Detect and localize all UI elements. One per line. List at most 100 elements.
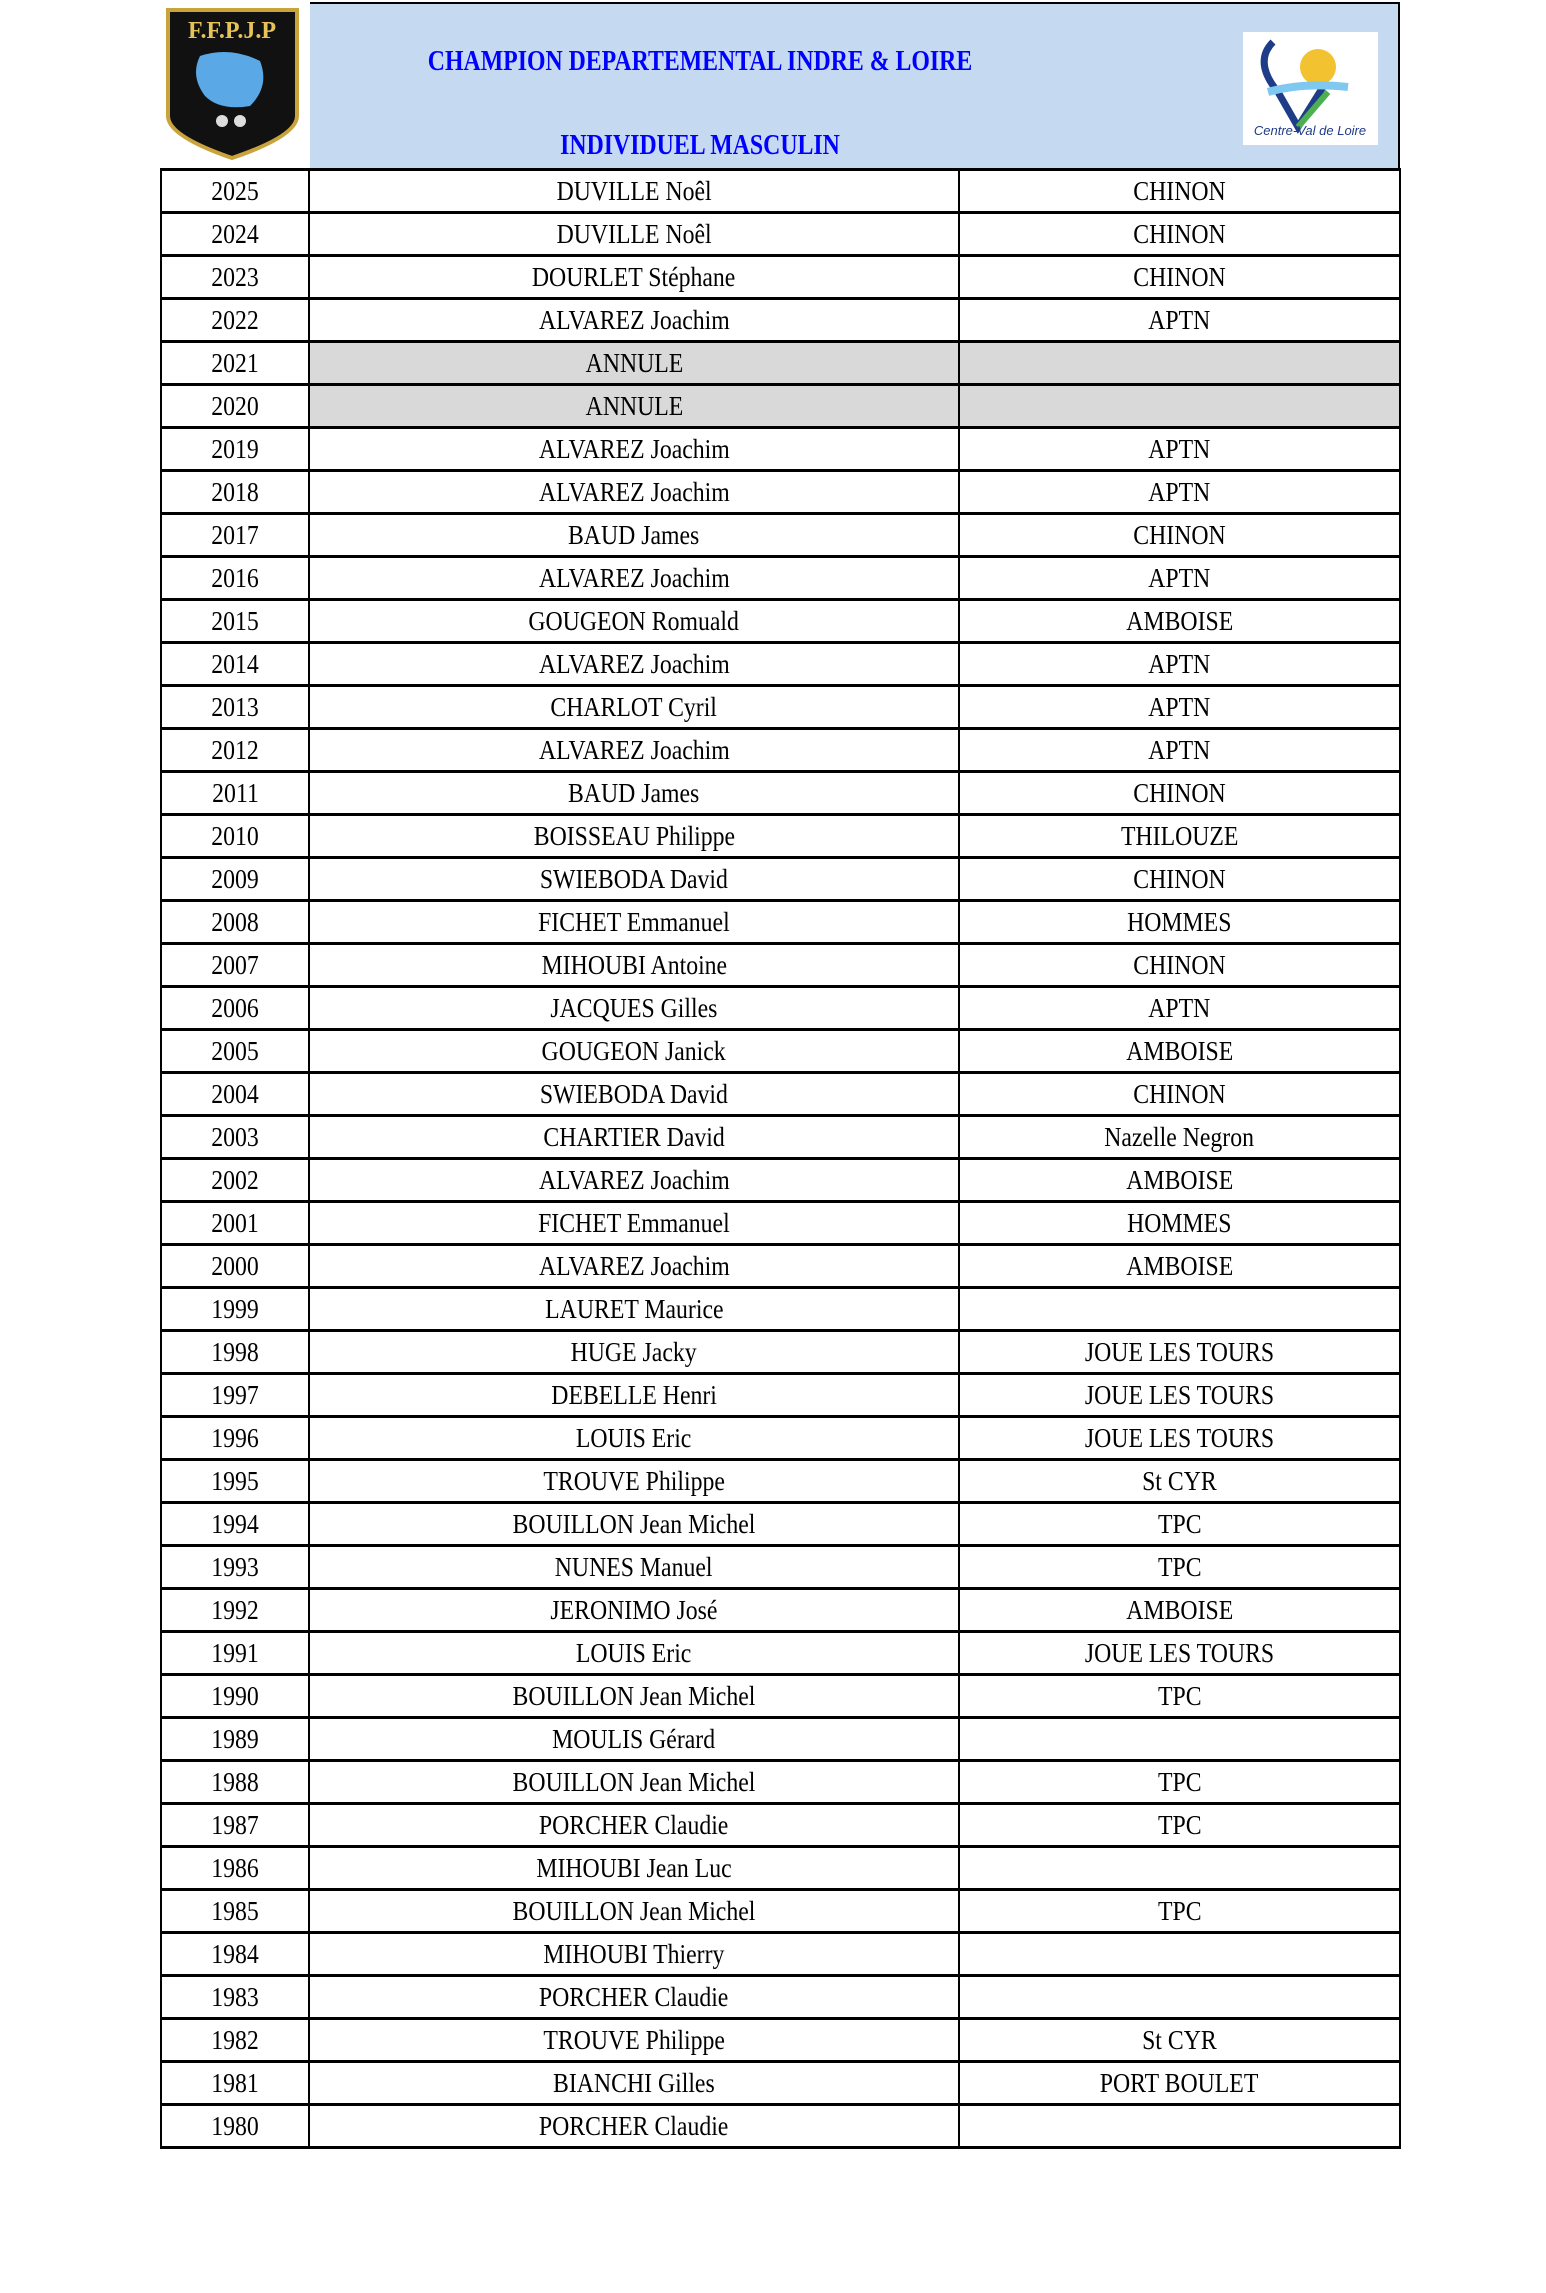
club-cell: APTN: [958, 727, 1401, 773]
name-cell: ALVAREZ Joachim: [308, 1157, 960, 1203]
name-cell: HUGE Jacky: [308, 1329, 960, 1375]
year-text: 2012: [211, 735, 259, 765]
club-text: APTN: [1148, 477, 1211, 507]
table-row: 1980 PORCHER Claudie: [160, 2103, 1401, 2149]
year-cell: 2023: [160, 254, 310, 300]
year-text: 2008: [211, 907, 259, 937]
name-text: MIHOUBI Jean Luc: [536, 1853, 732, 1883]
name-text: BOUILLON Jean Michel: [512, 1767, 756, 1797]
club-text: APTN: [1148, 434, 1211, 464]
year-cell: 1982: [160, 2017, 310, 2063]
year-text: 2007: [211, 950, 259, 980]
table-row: 1993 NUNES Manuel TPC: [160, 1544, 1401, 1590]
year-text: 1982: [211, 2025, 259, 2055]
year-cell: 2011: [160, 770, 310, 816]
year-cell: 2018: [160, 469, 310, 515]
page-title: CHAMPION DEPARTEMENTAL INDRE & LOIRE: [427, 46, 973, 77]
year-cell: 1992: [160, 1587, 310, 1633]
club-cell: THILOUZE: [958, 813, 1401, 859]
club-cell: [958, 1931, 1401, 1977]
club-cell: APTN: [958, 985, 1401, 1031]
name-cell: BOUILLON Jean Michel: [308, 1888, 960, 1934]
year-text: 2003: [211, 1122, 259, 1152]
year-cell: 2014: [160, 641, 310, 687]
year-text: 1986: [211, 1853, 259, 1883]
year-cell: 1993: [160, 1544, 310, 1590]
year-cell: 1996: [160, 1415, 310, 1461]
table-row: 1987 PORCHER Claudie TPC: [160, 1802, 1401, 1848]
table-row: 1994 BOUILLON Jean Michel TPC: [160, 1501, 1401, 1547]
name-text: BIANCHI Gilles: [553, 2068, 715, 2098]
club-text: APTN: [1148, 305, 1211, 335]
club-text: AMBOISE: [1126, 1165, 1233, 1195]
name-text: MOULIS Gérard: [552, 1724, 716, 1754]
year-text: 2024: [211, 219, 259, 249]
club-text: HOMMES: [1127, 907, 1232, 937]
name-cell: PORCHER Claudie: [308, 2103, 960, 2149]
club-text: St CYR: [1142, 2025, 1217, 2055]
club-text: AMBOISE: [1126, 606, 1233, 636]
year-cell: 1991: [160, 1630, 310, 1676]
name-text: ANNULE: [585, 348, 683, 378]
name-text: ANNULE: [585, 391, 683, 421]
year-text: 2017: [211, 520, 259, 550]
year-cell: 2025: [160, 168, 310, 214]
club-text: St CYR: [1142, 1466, 1217, 1496]
table-row: 1988 BOUILLON Jean Michel TPC: [160, 1759, 1401, 1805]
club-cell: [958, 1845, 1401, 1891]
club-text: CHINON: [1133, 950, 1226, 980]
name-cell: GOUGEON Janick: [308, 1028, 960, 1074]
table-row: 2024 DUVILLE Noêl CHINON: [160, 211, 1401, 257]
year-cell: 2012: [160, 727, 310, 773]
name-text: PORCHER Claudie: [539, 2111, 729, 2141]
table-row: 2017 BAUD James CHINON: [160, 512, 1401, 558]
table-row: 2013 CHARLOT Cyril APTN: [160, 684, 1401, 730]
name-text: PORCHER Claudie: [539, 1982, 729, 2012]
club-cell: JOUE LES TOURS: [958, 1415, 1401, 1461]
name-cell: ALVAREZ Joachim: [308, 1243, 960, 1289]
year-text: 1987: [211, 1810, 259, 1840]
name-text: ALVAREZ Joachim: [538, 434, 730, 464]
club-cell: AMBOISE: [958, 1157, 1401, 1203]
table-row: 2020 ANNULE: [160, 383, 1401, 429]
year-cell: 2009: [160, 856, 310, 902]
club-cell: PORT BOULET: [958, 2060, 1401, 2106]
club-text: CHINON: [1133, 864, 1226, 894]
table-row: 2025 DUVILLE Noêl CHINON: [160, 168, 1401, 214]
club-cell: TPC: [958, 1544, 1401, 1590]
club-cell: [958, 383, 1401, 429]
table-row: 2010 BOISSEAU Philippe THILOUZE: [160, 813, 1401, 859]
table-row: 2009 SWIEBODA David CHINON: [160, 856, 1401, 902]
club-cell: CHINON: [958, 168, 1401, 214]
table-row: 2003 CHARTIER David Nazelle Negron: [160, 1114, 1401, 1160]
year-cell: 1986: [160, 1845, 310, 1891]
svg-text:F.F.P.J.P: F.F.P.J.P: [188, 18, 276, 44]
year-text: 2015: [211, 606, 259, 636]
champions-table: 2025 DUVILLE Noêl CHINON 2024 DUVILLE Noêl CH…: [160, 168, 1401, 2149]
year-cell: 2020: [160, 383, 310, 429]
name-cell: MIHOUBI Antoine: [308, 942, 960, 988]
table-row: 2006 JACQUES Gilles APTN: [160, 985, 1401, 1031]
table-row: 2001 FICHET Emmanuel HOMMES: [160, 1200, 1401, 1246]
club-cell: HOMMES: [958, 899, 1401, 945]
club-cell: AMBOISE: [958, 1243, 1401, 1289]
year-text: 2004: [211, 1079, 259, 1109]
name-cell: PORCHER Claudie: [308, 1802, 960, 1848]
year-text: 1988: [211, 1767, 259, 1797]
club-text: JOUE LES TOURS: [1084, 1638, 1275, 1668]
club-cell: CHINON: [958, 942, 1401, 988]
table-row: 1990 BOUILLON Jean Michel TPC: [160, 1673, 1401, 1719]
year-cell: 2004: [160, 1071, 310, 1117]
club-text: CHINON: [1133, 219, 1226, 249]
club-text: CHINON: [1133, 520, 1226, 550]
year-cell: 1995: [160, 1458, 310, 1504]
club-text: HOMMES: [1127, 1208, 1232, 1238]
club-text: APTN: [1148, 735, 1211, 765]
table-row: 2019 ALVAREZ Joachim APTN: [160, 426, 1401, 472]
club-cell: [958, 2103, 1401, 2149]
club-text: CHINON: [1133, 262, 1226, 292]
year-cell: 2001: [160, 1200, 310, 1246]
table-row: 1986 MIHOUBI Jean Luc: [160, 1845, 1401, 1891]
name-cell: BOUILLON Jean Michel: [308, 1673, 960, 1719]
table-row: 1982 TROUVE Philippe St CYR: [160, 2017, 1401, 2063]
